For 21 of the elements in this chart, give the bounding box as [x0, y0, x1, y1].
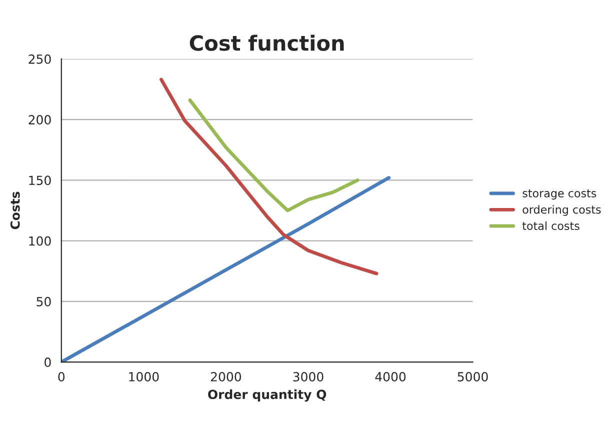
x-axis-title: Order quantity Q — [208, 389, 326, 402]
y-axis-title: Costs — [10, 192, 20, 230]
x-tick-label: 5000 — [458, 372, 488, 382]
legend-label: ordering costs — [522, 205, 601, 216]
y-tick-label: 0 — [44, 358, 51, 367]
y-tick-label: 50 — [36, 296, 51, 306]
y-tick-label: 100 — [29, 236, 51, 246]
y-tick-label: 250 — [28, 54, 51, 64]
y-tick-label: 200 — [28, 115, 51, 124]
legend-label: total costs — [522, 221, 580, 230]
x-tick-label: 2000 — [210, 372, 242, 382]
chart-title: Cost function — [190, 34, 344, 51]
x-tick-label: 0 — [58, 372, 65, 382]
legend-label: storage costs — [522, 189, 596, 200]
line-series — [160, 78, 378, 276]
line-series — [61, 176, 391, 362]
x-tick-label: 4000 — [375, 372, 406, 382]
x-tick-label: 1000 — [129, 372, 159, 382]
y-tick-label: 150 — [29, 176, 51, 186]
x-tick-label: 3000 — [293, 372, 324, 382]
line-series — [188, 98, 360, 212]
